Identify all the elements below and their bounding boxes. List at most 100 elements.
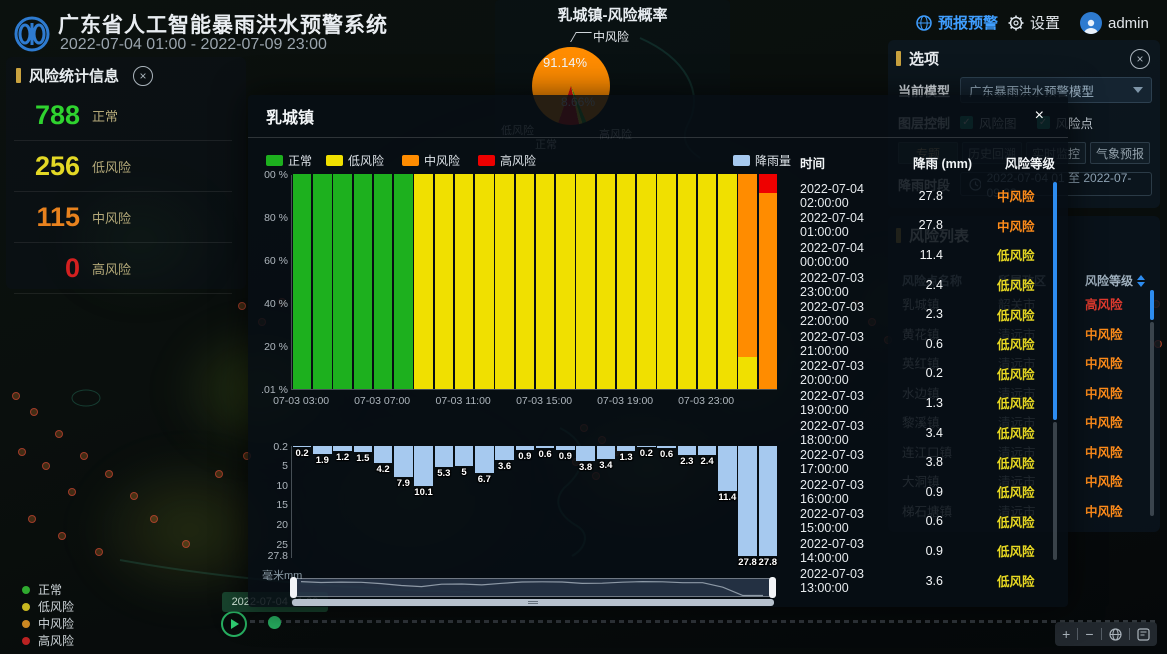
- table-row[interactable]: 2022-07-04 02:00:00 27.8 中风险: [800, 181, 1058, 211]
- table-row[interactable]: 2022-07-03 15:00:00 0.6 低风险: [800, 507, 1058, 537]
- row-level: 中风险: [997, 219, 1035, 234]
- table-row[interactable]: 2022-07-03 23:00:00 2.4 低风险: [800, 270, 1058, 300]
- legend-item-rain[interactable]: 降雨量: [733, 152, 791, 169]
- rain-bar-value: 27.8: [738, 557, 757, 568]
- bar-segment-低风险: [738, 356, 757, 389]
- popup-title: 乳城镇-风险概率: [557, 7, 668, 24]
- y-tick-label: 15: [276, 499, 288, 512]
- row-rain: 2.4: [925, 277, 943, 292]
- rain-bar: [394, 446, 413, 478]
- rain-bar: [718, 446, 737, 492]
- stacked-bar: [616, 174, 636, 389]
- bar-segment-低风险: [657, 174, 676, 389]
- row-time: 2022-07-03 23:00:00: [800, 270, 864, 299]
- risk-point-marker: [30, 408, 38, 416]
- risk-stat-value: 788: [34, 99, 80, 130]
- stacked-bar: [454, 174, 474, 389]
- table-row[interactable]: 2022-07-03 14:00:00 0.9 低风险: [800, 536, 1058, 566]
- modal-close-icon[interactable]: ×: [1034, 107, 1044, 124]
- globe-view-button[interactable]: [1109, 627, 1122, 641]
- modal-table-scrollbar-thumb[interactable]: [1053, 182, 1057, 420]
- legend-item-低风险[interactable]: 低风险: [326, 152, 384, 169]
- row-rain: 0.9: [925, 484, 943, 499]
- rain-bar-value: 0.9: [558, 450, 572, 462]
- nav-user[interactable]: admin: [1080, 12, 1149, 34]
- timeline-play-button[interactable]: [221, 611, 247, 637]
- table-row[interactable]: 2022-07-03 21:00:00 0.6 低风险: [800, 329, 1058, 359]
- col-rain-mm: 降雨 (mm): [913, 157, 973, 171]
- risk-stats-title: 风险统计信息: [29, 68, 120, 85]
- risk-list-scrollbar-track[interactable]: [1150, 322, 1154, 516]
- table-row[interactable]: 2022-07-03 16:00:00 0.9 低风险: [800, 477, 1058, 507]
- col-risk-level: 风险等级: [1005, 157, 1056, 171]
- risk-list-scrollbar-thumb[interactable]: [1150, 290, 1154, 320]
- row-rain: 27.8: [918, 218, 943, 233]
- tab-气象预报[interactable]: 气象预报: [1090, 142, 1150, 164]
- modal-table-scrollbar-track[interactable]: [1053, 422, 1057, 560]
- table-row[interactable]: 2022-07-03 20:00:00 0.2 低风险: [800, 359, 1058, 389]
- risk-point-level: 中风险: [1085, 475, 1123, 490]
- data-zoom-slider[interactable]: [290, 577, 776, 598]
- rain-bar: [515, 446, 535, 450]
- table-row[interactable]: 2022-07-03 19:00:00 1.3 低风险: [800, 388, 1058, 418]
- timeline-current-position[interactable]: [268, 616, 281, 629]
- data-zoom-scrollbar[interactable]: [292, 599, 774, 606]
- y-tick-label: 0.2: [273, 440, 288, 453]
- map-controls: + −: [1055, 622, 1157, 646]
- rain-bar-value: 3.8: [578, 462, 593, 474]
- town-detail-modal: 乳城镇 × 正常 低风险 中风险 高风险 降雨量 00 % 80 % 60 % 40 % 20 …: [248, 95, 1068, 607]
- risk-point-level: 中风险: [1085, 445, 1123, 460]
- table-row[interactable]: 2022-07-03 13:00:00 3.6 低风险: [800, 566, 1058, 596]
- row-rain: 0.9: [925, 543, 943, 558]
- basemap-button[interactable]: [1137, 627, 1150, 641]
- risk-stat-value: 115: [36, 201, 80, 232]
- col-time: 时间: [800, 157, 826, 171]
- zoom-handle-right[interactable]: [769, 577, 776, 598]
- legend-dot: [22, 585, 30, 594]
- zoom-in-button[interactable]: +: [1062, 626, 1071, 642]
- row-time: 2022-07-04 02:00:00: [800, 181, 864, 210]
- nav-forecast-warning[interactable]: 预报预警: [916, 12, 998, 33]
- y-tick-label: 25: [276, 538, 288, 551]
- bar-segment-正常: [353, 174, 373, 389]
- zoom-preview-curve: [300, 580, 763, 597]
- rain-bar-value: 7.9: [396, 478, 410, 490]
- y-tick-label: 40 %: [264, 298, 288, 310]
- nav-settings-label: 设置: [1030, 15, 1061, 32]
- rain-bar-value: 2.3: [680, 456, 694, 468]
- row-rain: 0.6: [925, 514, 943, 529]
- rain-bar: [292, 446, 312, 447]
- row-rain: 3.6: [925, 573, 943, 588]
- table-row[interactable]: 2022-07-04 01:00:00 27.8 中风险: [800, 211, 1058, 241]
- zoom-out-button[interactable]: −: [1085, 626, 1094, 642]
- table-row[interactable]: 2022-07-03 22:00:00 2.3 低风险: [800, 299, 1058, 329]
- rain-bar-value: 0.2: [295, 447, 309, 459]
- rain-bar: [576, 446, 595, 462]
- options-title: 选项: [909, 51, 940, 68]
- table-row[interactable]: 2022-07-03 17:00:00 3.8 低风险: [800, 447, 1058, 477]
- rain-bar: [738, 446, 757, 556]
- risk-stats-close-icon[interactable]: ×: [133, 65, 154, 86]
- zoom-handle-left[interactable]: [290, 577, 297, 598]
- legend-item-正常[interactable]: 正常: [266, 152, 312, 169]
- sort-icon[interactable]: [1137, 274, 1146, 287]
- modal-title: 乳城镇: [266, 110, 315, 127]
- legend-label: 正常: [38, 583, 63, 597]
- row-rain: 2.3: [925, 307, 943, 322]
- table-row[interactable]: 2022-07-03 18:00:00 3.4 低风险: [800, 418, 1058, 448]
- table-row[interactable]: 2022-07-04 00:00:00 11.4 低风险: [800, 240, 1058, 270]
- row-time: 2022-07-03 13:00:00: [800, 566, 864, 595]
- nav-settings[interactable]: 设置: [1008, 12, 1060, 33]
- timeline-track[interactable]: [250, 620, 1155, 623]
- stacked-bar: [414, 174, 433, 389]
- risk-stat-row: 0 高风险: [6, 243, 246, 293]
- map-legend-item: 高风险: [22, 632, 74, 649]
- legend-item-中风险[interactable]: 中风险: [402, 152, 460, 169]
- divider: [14, 140, 232, 141]
- legend-item-高风险[interactable]: 高风险: [478, 152, 536, 169]
- risk-stat-label: 正常: [92, 108, 119, 124]
- legend-label: 中风险: [38, 617, 75, 631]
- options-close-icon[interactable]: ×: [1130, 48, 1150, 69]
- nav-user-label: admin: [1108, 14, 1149, 32]
